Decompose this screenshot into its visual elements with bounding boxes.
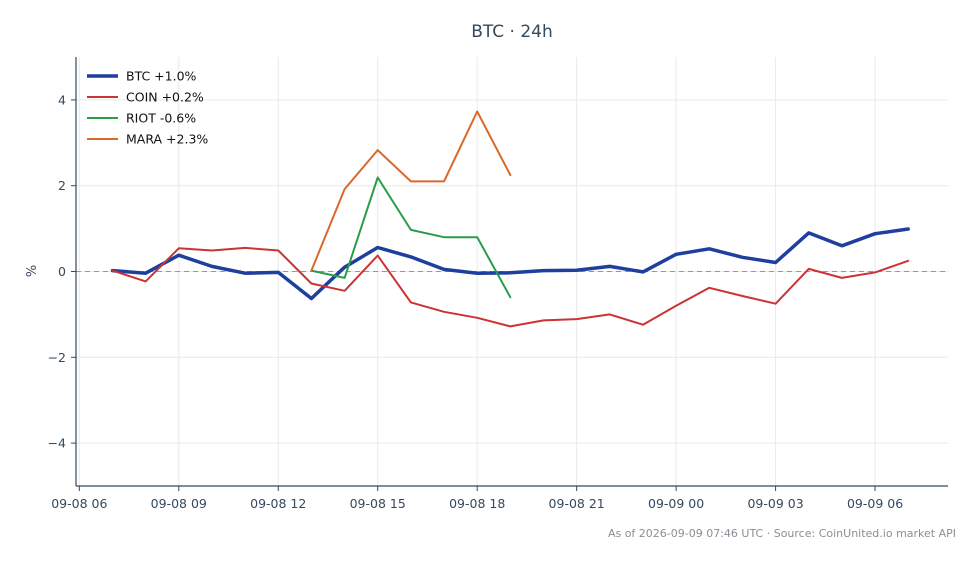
y-tick-label-1: 2 bbox=[58, 178, 66, 193]
x-tick-label-7: 09-09 03 bbox=[747, 496, 803, 511]
x-tick-label-4: 09-08 18 bbox=[449, 496, 505, 511]
x-ticks: 09-08 06 09-08 09 09-08 12 09-08 15 09-08 18… bbox=[51, 486, 903, 511]
y-tick-label-4: −4 bbox=[48, 436, 66, 451]
x-tick-label-1: 09-08 09 bbox=[151, 496, 207, 511]
series-lines bbox=[110, 110, 910, 328]
series-line-coin bbox=[111, 246, 910, 328]
legend-label-btc: BTC +1.0% bbox=[126, 69, 197, 84]
y-axis-label: % bbox=[25, 265, 40, 277]
series-line-riot bbox=[310, 176, 512, 299]
y-tick-label-2: 0 bbox=[58, 264, 66, 279]
y-tick-label-3: −2 bbox=[48, 350, 66, 365]
x-tick-label-5: 09-08 21 bbox=[549, 496, 605, 511]
series-line-btc bbox=[110, 227, 910, 301]
legend-label-riot: RIOT -0.6% bbox=[126, 111, 196, 126]
x-tick-label-0: 09-08 06 bbox=[51, 496, 107, 511]
x-tick-label-3: 09-08 15 bbox=[350, 496, 406, 511]
series-line-mara bbox=[310, 110, 512, 272]
x-tick-label-6: 09-09 00 bbox=[648, 496, 704, 511]
legend: BTC +1.0% COIN +0.2% RIOT -0.6% MARA +2.3% bbox=[87, 69, 208, 147]
y-tick-label-0: 4 bbox=[58, 92, 66, 107]
legend-label-coin: COIN +0.2% bbox=[126, 90, 204, 105]
y-ticks: 4 2 0 −2 −4 bbox=[48, 92, 76, 451]
x-tick-label-8: 09-09 06 bbox=[847, 496, 903, 511]
chart-title: BTC · 24h bbox=[471, 22, 553, 42]
x-tick-label-2: 09-08 12 bbox=[250, 496, 306, 511]
legend-label-mara: MARA +2.3% bbox=[126, 132, 208, 147]
chart-footer: As of 2026-09-09 07:46 UTC · Source: Coi… bbox=[608, 527, 956, 540]
